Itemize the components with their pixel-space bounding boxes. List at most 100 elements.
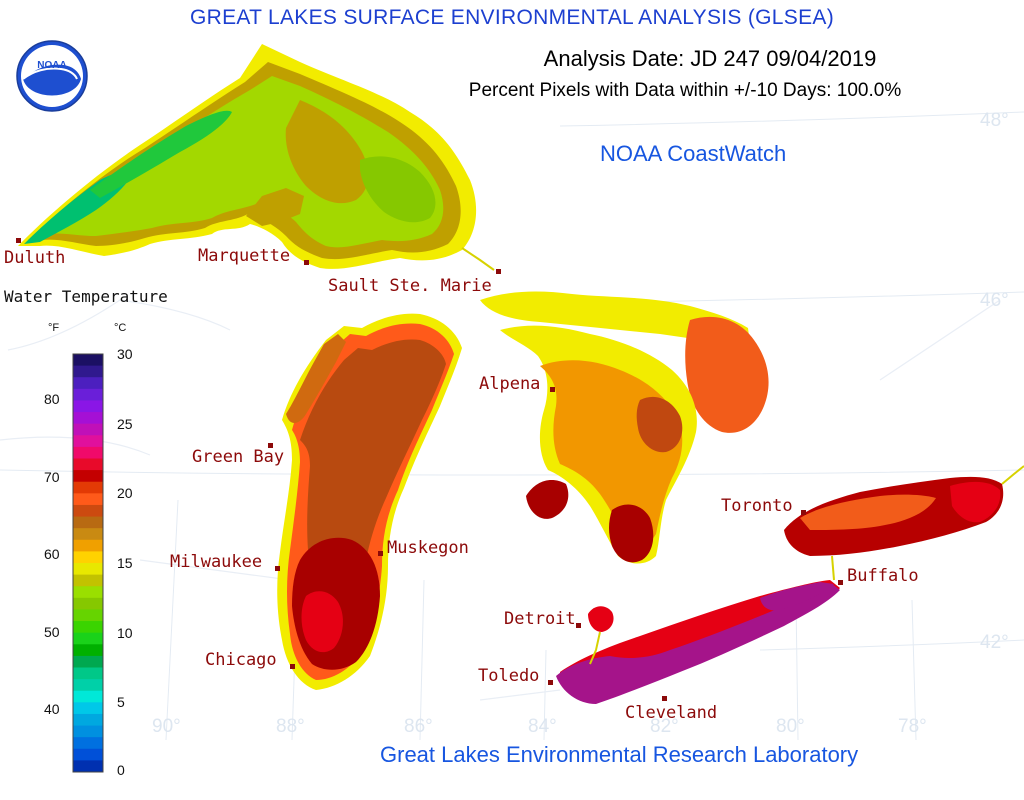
legend-tick-f-80: 80 [44,391,60,407]
legend-swatch [73,470,103,483]
city-label-greenbay: Green Bay [192,447,285,467]
legend-swatch [73,632,103,645]
latitude-line-44 [0,469,1024,476]
city-marker-alpena [550,387,555,392]
legend-swatch [73,377,103,390]
city-marker-chicago [290,664,295,669]
legend-swatch [73,737,103,750]
legend-swatch [73,446,103,459]
superior-olive-patch [360,156,436,223]
legend-swatch [73,516,103,529]
city-label-buffalo: Buffalo [847,566,919,586]
legend-swatch [73,760,103,773]
noaa-logo-text: NOAA [37,60,66,71]
niagara-river [831,555,835,581]
city-label-sault: Sault Ste. Marie [328,276,492,296]
lon-label-90: 90° [152,716,181,737]
legend-swatch [73,458,103,471]
legend-swatch [73,748,103,761]
legend-swatch [73,563,103,576]
legend-swatch [73,586,103,599]
city-marker-duluth [16,238,21,243]
city-marker-buffalo [838,580,843,585]
legend-swatch [73,609,103,622]
city-marker-marquette [304,260,309,265]
huron-south-warm [609,504,654,563]
legend-swatch [73,481,103,494]
city-label-toledo: Toledo [478,666,540,686]
legend-swatch [73,539,103,552]
legend-unit-c: °C [114,322,127,334]
legend-tick-f-60: 60 [44,546,60,562]
huron-east-patch [636,396,683,453]
huron-saginaw-bay [526,480,569,519]
st-lawrence-river [1001,465,1024,485]
legend-swatch [73,667,103,680]
border-wi-il [139,559,291,581]
lon-label-88: 88° [276,716,305,737]
lat-label-46: 46° [980,290,1009,311]
michigan-south-hot [301,591,343,653]
city-marker-cleveland [662,696,667,701]
city-label-detroit: Detroit [504,609,576,629]
analysis-date: Analysis Date: JD 247 09/04/2019 [543,46,877,71]
city-marker-toledo [548,680,553,685]
city-label-alpena: Alpena [479,374,541,394]
legend-swatch [73,388,103,401]
superior-keweenaw [246,188,304,226]
st-clair-shape [588,606,614,632]
city-marker-milwaukee [275,566,280,571]
coastwatch-label: NOAA CoastWatch [600,141,787,166]
city-marker-detroit [576,623,581,628]
city-label-milwaukee: Milwaukee [170,552,263,572]
lake-st-clair [588,606,614,632]
legend-swatch [73,713,103,727]
erie-purple-band [556,584,840,704]
city-label-toronto: Toronto [721,496,793,516]
rivers [461,247,1024,665]
city-marker-sault [496,269,501,274]
longitude-line-90 [165,499,179,741]
legend-swatch [73,504,103,518]
page-title: GREAT LAKES SURFACE ENVIRONMENTAL ANALYS… [189,6,834,29]
legend-swatch [73,400,103,413]
footer-glerl: Great Lakes Environmental Research Labor… [380,742,859,767]
ontario-orange-band [800,494,936,530]
legend-swatch [73,412,103,425]
lon-label-78: 78° [898,716,927,737]
legend-swatch [73,423,103,436]
legend-unit-f: °F [48,322,60,334]
noaa-logo: NOAA [15,39,89,113]
lake-erie [556,580,840,704]
ontario-east-hot [950,481,1001,523]
longitude-line-80 [795,599,799,741]
city-marker-muskegon [378,551,383,556]
city-marker-greenbay [268,443,273,448]
border-in-oh [479,689,561,701]
legend-title: Water Temperature [4,287,168,306]
latitude-line-48 [559,111,1024,127]
legend-swatch [73,702,103,715]
legend-tick-c-0: 0 [117,762,125,778]
legend-swatch [73,493,103,506]
lat-label-48: 48° [980,110,1009,131]
legend-tick-c-15: 15 [117,555,133,571]
city-marker-toronto [801,510,806,515]
legend-swatch [73,551,103,564]
longitude-line-86 [419,579,425,741]
longitude-line-84 [543,649,547,741]
city-label-muskegon: Muskegon [387,538,469,558]
legend-tick-f-50: 50 [44,624,60,640]
legend-swatch [73,365,103,378]
state-borders [0,299,1001,701]
legend-colorbar [72,353,104,773]
legend-swatch [73,690,103,703]
border-on [879,299,1001,381]
michigan-main [300,339,446,560]
percent-pixels-text: Percent Pixels with Data within +/-10 Da… [468,80,902,101]
superior-main [40,76,444,248]
legend-frame [72,353,104,773]
green-bay [286,334,346,424]
lake-ontario [784,476,1004,556]
